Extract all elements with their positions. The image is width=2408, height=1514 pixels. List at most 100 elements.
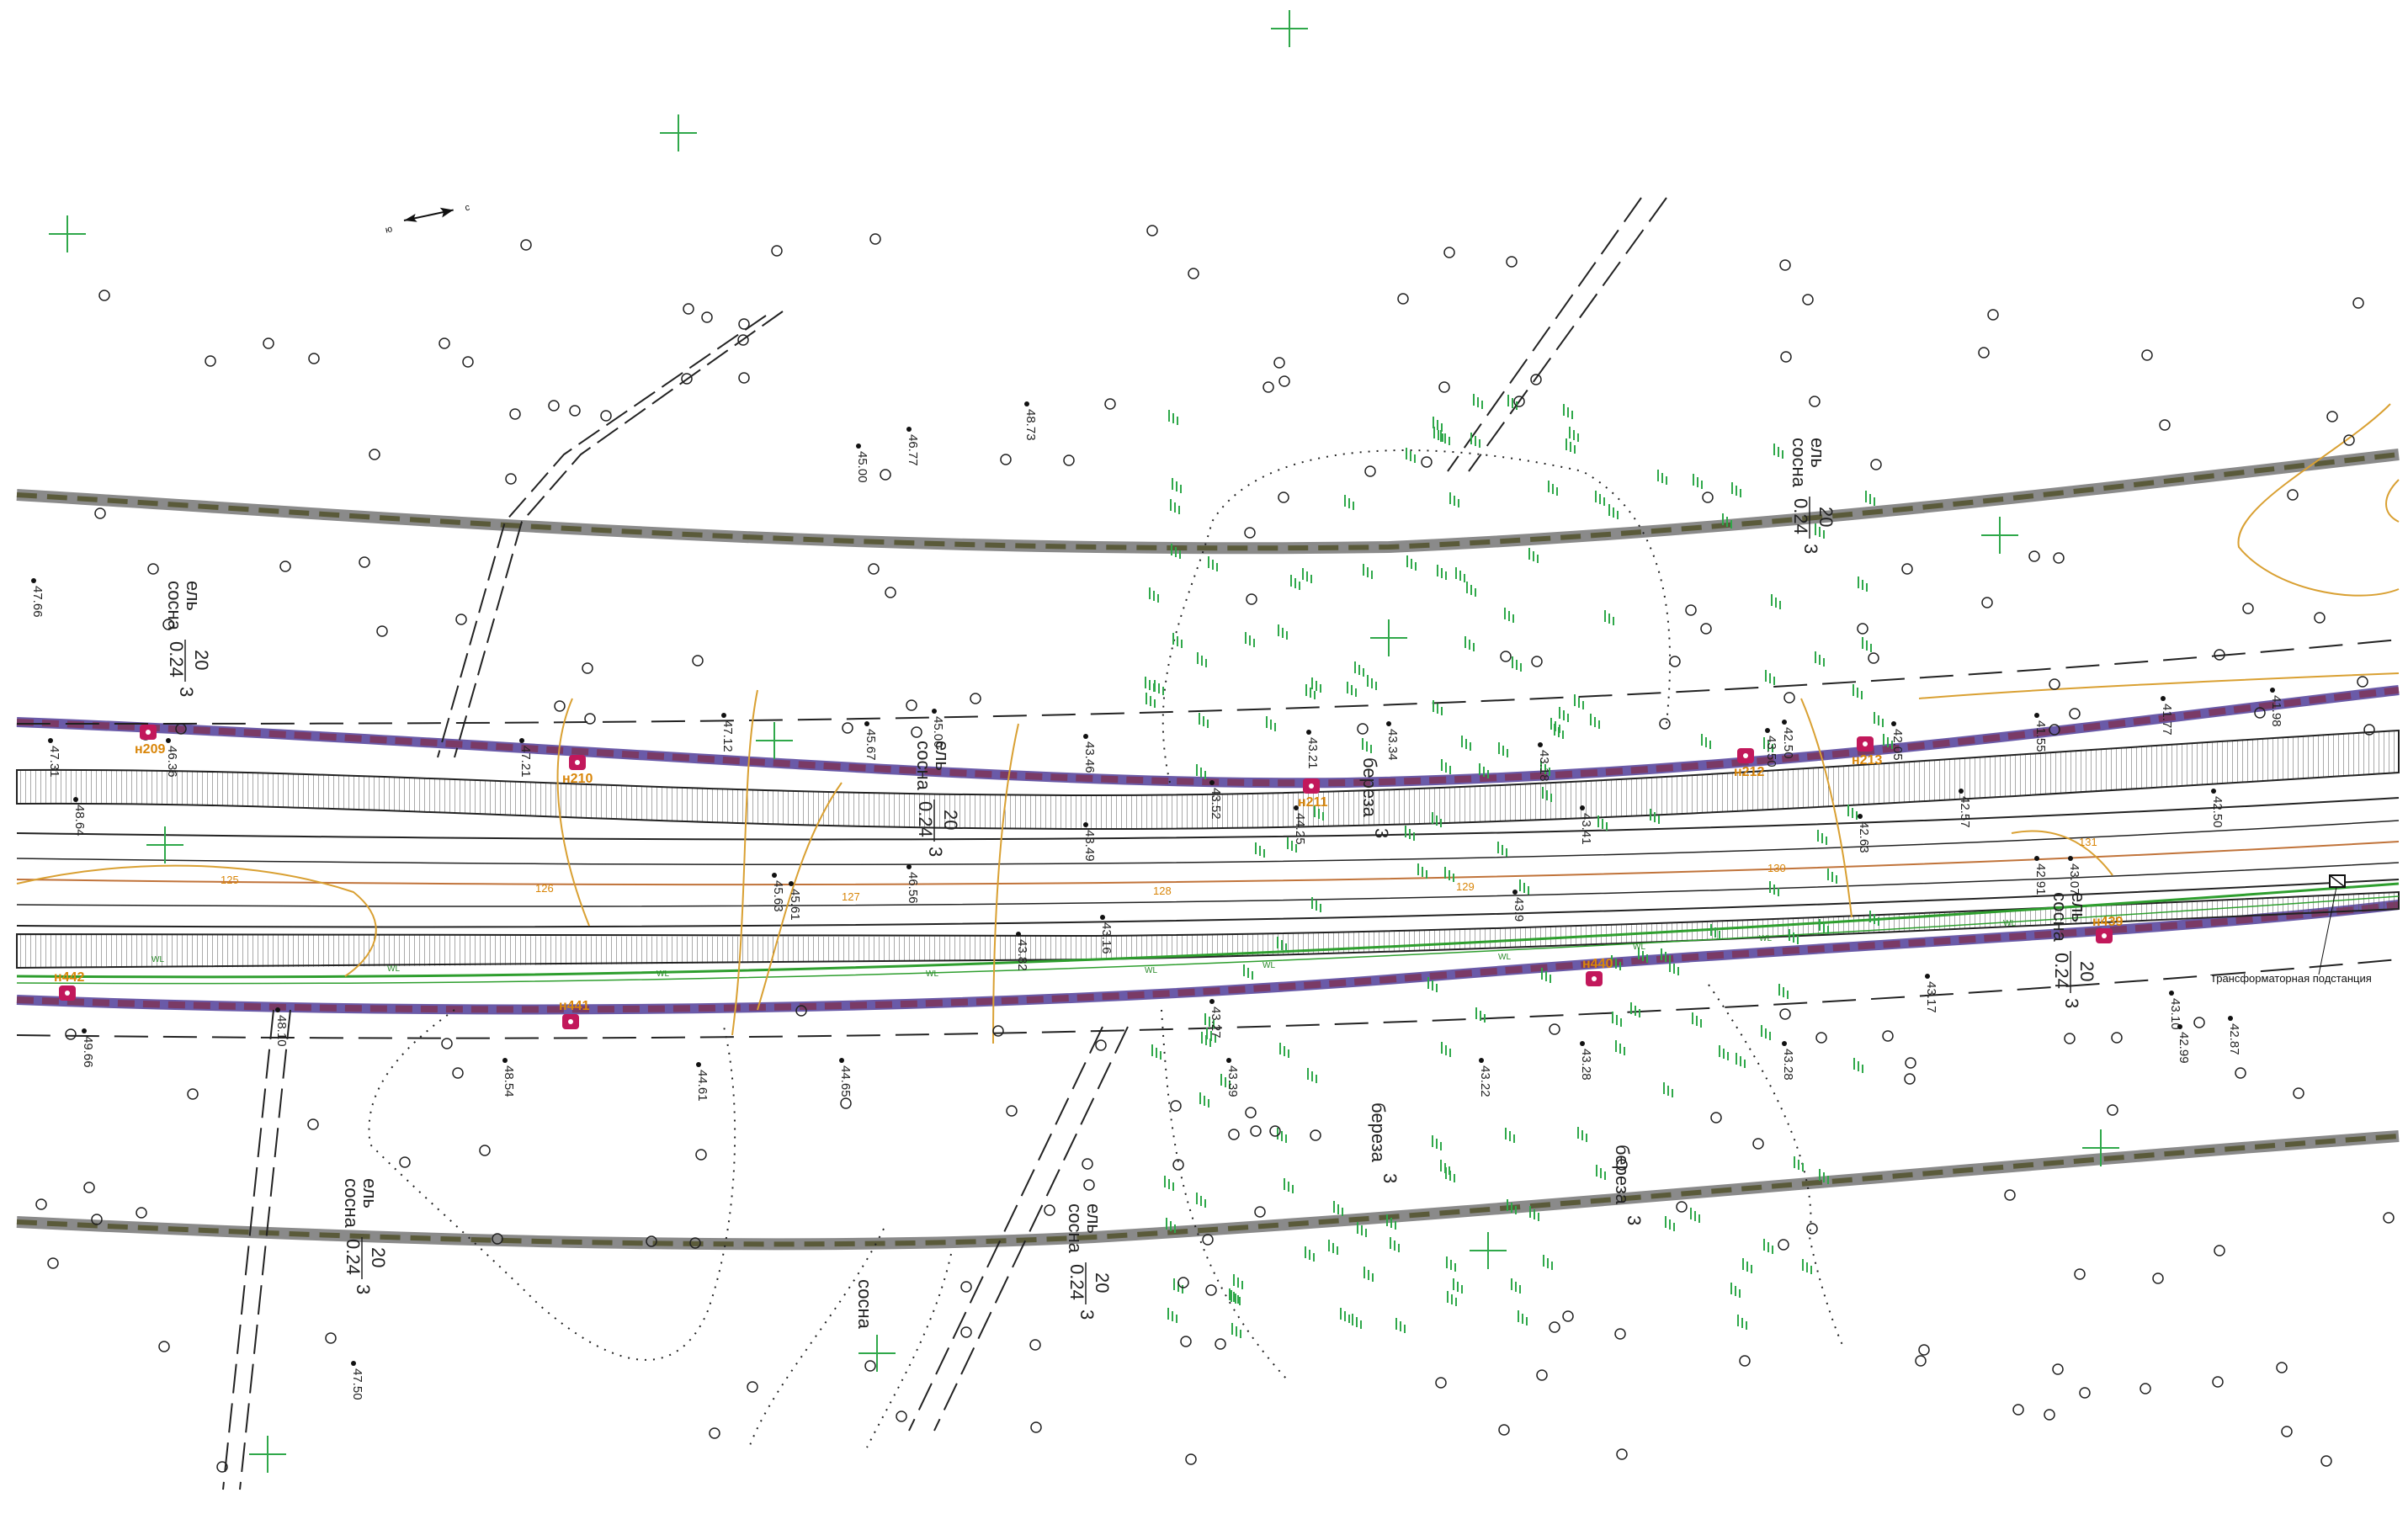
boundary-point-marker: н439 [2092,915,2123,943]
grass-symbol [1168,410,1178,425]
grass-symbol [1853,684,1863,699]
tree-circle-icon [960,1326,972,1338]
boundary-point-marker: н213 [1852,736,1882,768]
outer-boundary-line [16,449,2400,555]
elevation-point: 43.46 [1082,734,1097,773]
grass-symbol [1170,499,1180,514]
grass-symbol [1858,576,1868,592]
tree-circle-icon [1549,1321,1560,1333]
elevation-point: 43.27 [1209,999,1223,1039]
grid-crosses [49,10,2119,1473]
grass-symbol [1722,513,1732,529]
elevation-label: 42.50 [2210,796,2225,828]
elevation-point: 43.16 [1099,915,1114,954]
grass-symbol [1541,968,1551,983]
elevation-label: 47.31 [47,746,61,778]
elevation-label: 42.63 [1857,821,1871,853]
tree-circle-icon [205,355,216,367]
tree-circle-icon [646,1235,657,1247]
contour-lines [16,403,2400,1044]
grass-symbol [1433,417,1443,432]
grass-symbol [1362,738,1372,753]
tree-circle-icon [1202,1234,1214,1246]
tree-circle-icon [738,372,750,384]
tree-circle-icon [1245,1107,1257,1118]
grid-cross-icon [2082,1129,2119,1166]
tree-circle-icon [1029,1339,1041,1351]
tree-circle-icon [554,700,566,712]
grass-symbol [1405,826,1415,841]
tree-circle-icon [1506,256,1518,268]
grass-symbol [1208,556,1218,571]
tree-circle-icon [2064,1033,2076,1044]
tree-circle-icon [1498,1424,1510,1436]
grass-symbol [1432,812,1442,827]
grass-symbol [1736,1053,1746,1068]
tree-circle-icon [1778,1239,1789,1251]
tree-circle-icon [1500,651,1512,662]
tree-circle-icon [65,1028,77,1040]
grass-symbol [1444,867,1454,882]
tree-circle-icon [1901,563,1913,575]
tree-circle-icon [2193,1017,2205,1028]
grass-symbol [1710,924,1720,939]
tree-circle-icon [509,408,521,420]
tree-circle-icon [462,356,474,368]
tree-circle-icon [1185,1453,1197,1465]
grass-symbol [1518,1310,1528,1325]
tree-circle-icon [47,1257,59,1269]
tree-circle-icon [695,1149,707,1161]
tree-circle-icon [1063,454,1075,466]
elevation-label: 45.63 [771,880,785,912]
wl-label: WL [1498,953,1511,962]
grass-symbol [1441,759,1451,774]
grass-symbol [1862,637,1872,652]
watermain-line [16,882,2400,979]
elevation-label: 45.00 [931,716,945,748]
tree-circle-icon [1172,1159,1184,1171]
boundary-point-marker: н210 [562,755,593,786]
tree-circle-icon [2004,1189,2016,1201]
grass-symbol [1763,1239,1773,1254]
grass-symbol [1229,1288,1239,1304]
tree-circle-icon [35,1198,47,1210]
grass-symbol [1220,1074,1231,1089]
tree-circle-icon [162,619,174,630]
grass-symbol [1233,1274,1243,1289]
tree-circle-icon [263,337,274,349]
tree-circle-icon [91,1214,103,1225]
tree-circle-icon [2049,724,2060,736]
tree-circle-icon [1146,225,1158,236]
grass-symbol [1771,594,1781,609]
tree-circle-icon [2012,1404,2024,1416]
tree-circle-icon [1443,247,1455,258]
vegetation-numerator: 20 [940,810,961,830]
grass-symbol [1608,504,1619,519]
elevation-label: 43.17 [1924,981,1938,1013]
tree-circle-icon [584,713,596,725]
elevation-point: 42.05 [1890,721,1905,761]
elevation-label: 48.73 [1023,409,1038,441]
tree-circle-icon [709,1427,720,1439]
tree-circle-icon [2214,649,2225,661]
grass-symbol [1328,1240,1338,1255]
elevation-label: 44.25 [1293,813,1307,845]
vegetation-suffix: 3 [1371,828,1392,838]
tree-circle-icon [2235,1067,2246,1079]
grass-symbol [1255,842,1265,858]
tree-circle-icon [868,563,880,575]
tree-circle-icon [1882,1030,1894,1042]
tree-circle-icon [1513,396,1525,407]
elevation-point: 43.52 [1209,780,1223,820]
outer-boundary-dash [16,1134,2400,1247]
grass-symbol [1731,482,1741,497]
boundary-lines [16,449,2400,1251]
embankment-north [16,729,2400,831]
elevation-point: 44.25 [1293,805,1307,845]
grass-symbol [1650,809,1660,824]
grass-symbol [1817,830,1827,845]
grass-symbol [1590,714,1600,729]
grass-symbol [1287,837,1297,853]
grass-symbol [1386,1214,1396,1230]
